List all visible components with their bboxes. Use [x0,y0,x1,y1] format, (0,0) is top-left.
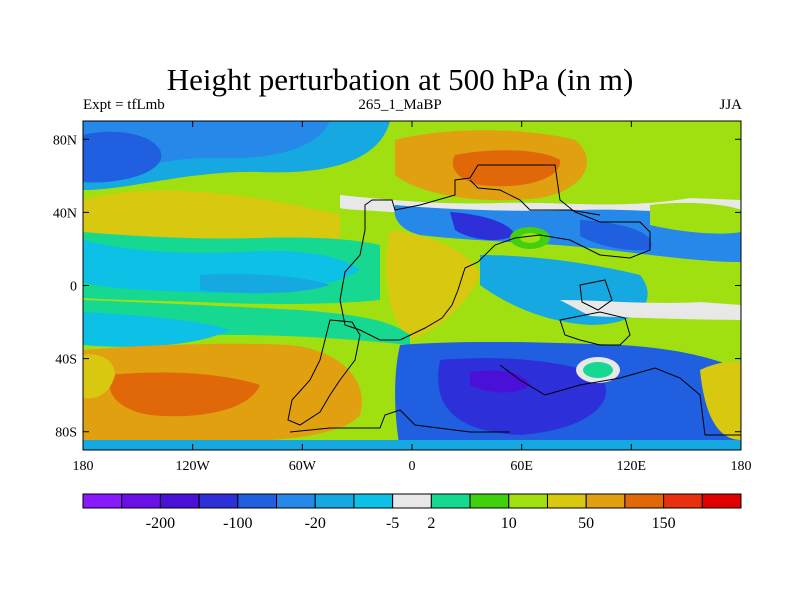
field-south-band-negative [83,312,230,347]
colorbar-box [276,493,316,509]
field-tropical-core [200,273,330,294]
colorbar-box [314,493,355,509]
field-far-east-positive [700,361,741,440]
colorbar-label: -5 [386,515,399,532]
x-axis: 180 120W 60W 0 60E 120E 180 [73,121,752,474]
y-tick-label: 0 [70,280,77,295]
coastline-australia [559,311,631,346]
colorbar-box [469,493,510,509]
colorbar-box [430,493,471,509]
y-tick-label: 40S [55,353,77,368]
chart-title: Height perturbation at 500 hPa (in m) [166,62,634,97]
field-africa-positive [386,230,480,340]
colorbar-box [508,493,548,509]
x-tick-label: 120E [617,459,647,474]
colorbar-label: 10 [501,515,517,532]
center-string: 265_1_MaBP [358,97,442,113]
colorbar-label: 50 [578,515,594,532]
colorbar-box [353,493,394,509]
field-small-positive-core [520,233,540,243]
colorbar-label: -200 [146,515,175,532]
colorbar-box [392,493,432,509]
x-tick-label: 0 [409,459,416,474]
coastline-africa-eurasia [339,164,651,341]
x-tick-label: 180 [731,459,752,474]
coastline-south-america [287,319,361,426]
field-ring-positive [583,362,613,378]
field-south-pacific-core [109,372,261,417]
colorbar-box [546,493,587,509]
x-tick-label: 180 [73,459,94,474]
colorbar-box [624,493,665,509]
x-tick-label: 60W [289,459,317,474]
colorbar-label: 150 [652,515,676,532]
coastline-indo-islands [579,279,613,311]
field-east-asia-core [580,220,652,251]
field-ne-pacific-positive [650,202,741,234]
y-axis: 80N 40N 0 40S 80S [53,133,741,441]
field-south-pacific-west [83,354,115,399]
colorbar-label: 2 [427,515,435,532]
y-tick-label: 80S [55,426,77,441]
colorbar-box [82,493,123,509]
left-string: Expt = tfLmb [83,97,165,113]
colorbar-box [237,493,278,509]
field-arctic-core [83,131,162,183]
right-string: JJA [719,97,742,113]
coastlines [287,164,741,436]
coastline-antarctica [289,364,741,436]
field-eurasia-core [452,150,561,187]
colorbar-box [663,493,703,509]
contour-fill-layer [83,121,741,450]
y-tick-label: 80N [53,133,77,148]
colorbar: -200 -100 -20 -5 2 10 50 150 [82,493,742,532]
field-midlat-core [450,212,515,241]
colorbar-box [585,493,626,509]
colorbar-label: -20 [305,515,326,532]
colorbar-box [701,493,742,509]
colorbar-box [198,493,239,509]
x-tick-label: 60E [510,459,533,474]
colorbar-label: -100 [223,515,252,532]
y-tick-label: 40N [53,206,77,221]
coastline-north-america [469,179,601,216]
x-tick-label: 120W [176,459,211,474]
colorbar-box [159,493,200,509]
colorbar-box [121,493,161,509]
